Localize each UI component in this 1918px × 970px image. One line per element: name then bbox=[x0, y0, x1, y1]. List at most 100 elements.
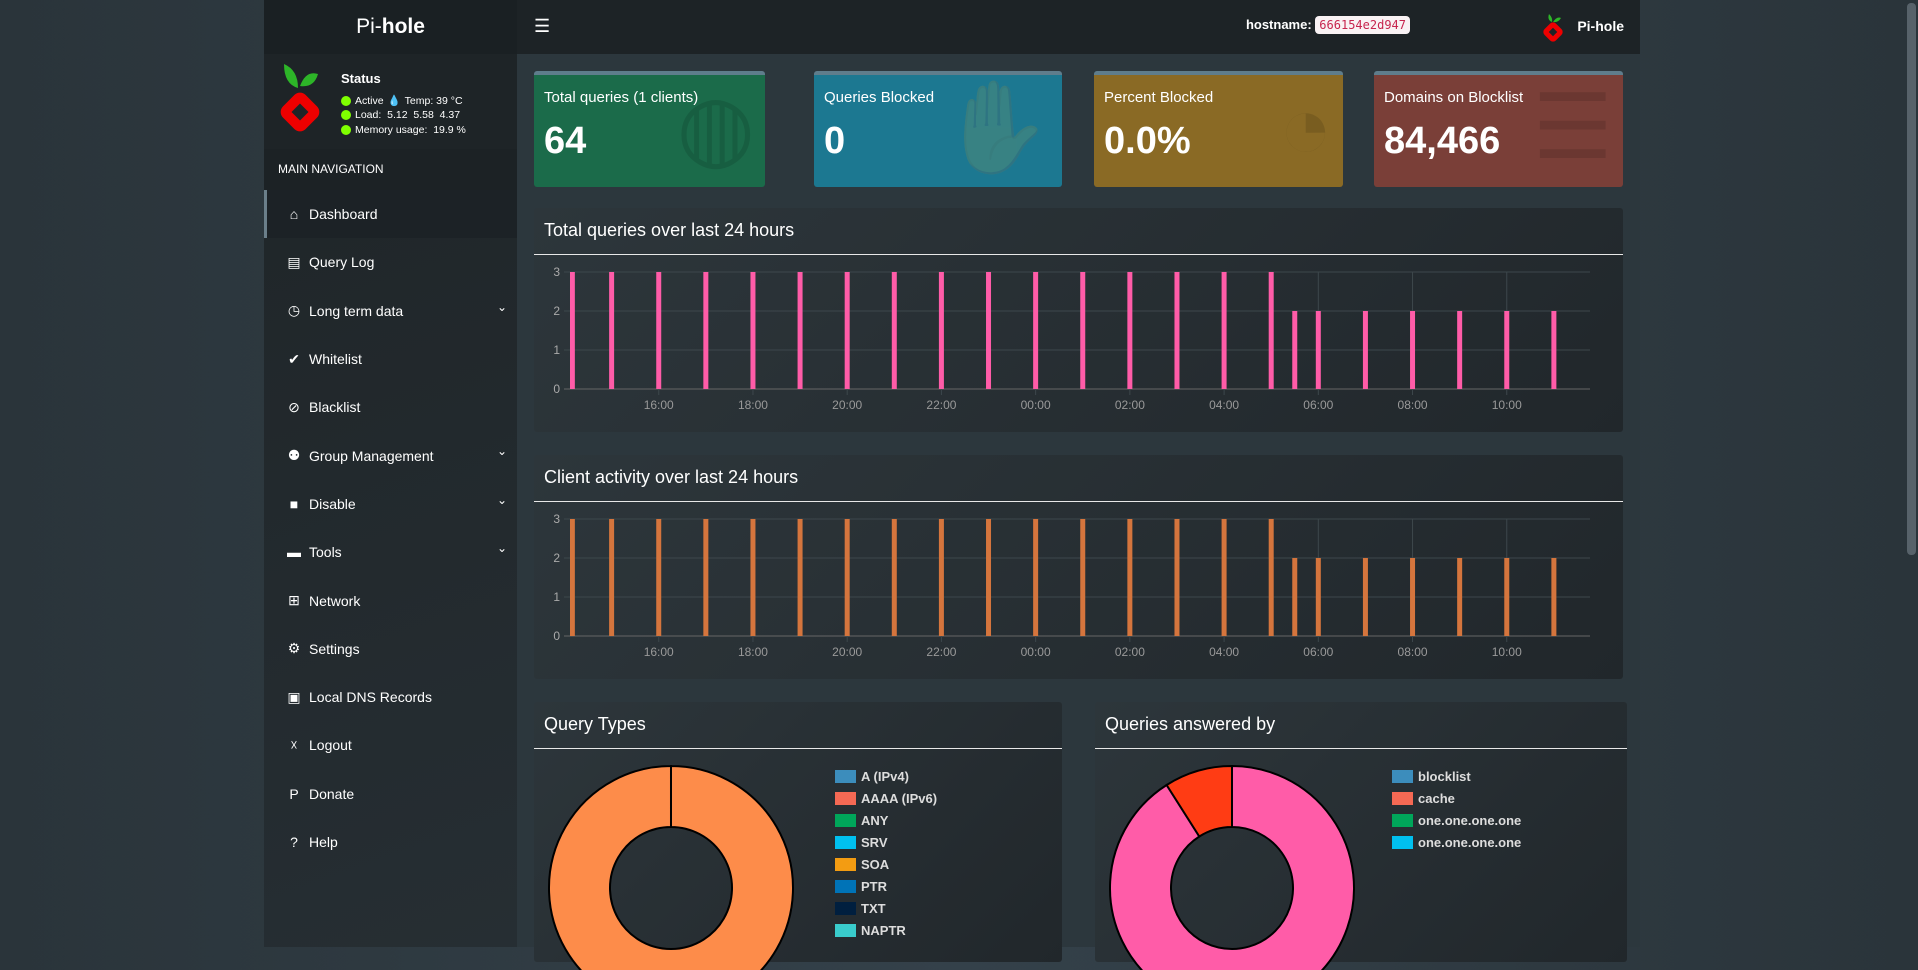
bar[interactable] bbox=[609, 519, 615, 636]
bar[interactable] bbox=[1362, 558, 1368, 636]
sidebar-item-label: Group Management bbox=[309, 447, 434, 464]
sidebar-item-help[interactable]: ? Help bbox=[264, 818, 517, 866]
bar[interactable] bbox=[1127, 272, 1133, 389]
donut-slice[interactable] bbox=[1109, 764, 1355, 970]
legend-item[interactable]: AAAA (IPv6) bbox=[835, 787, 937, 809]
status-dot-icon bbox=[341, 95, 351, 106]
sidebar-item-settings[interactable]: ⚙ Settings bbox=[264, 625, 517, 673]
bar[interactable] bbox=[703, 519, 709, 636]
stat-card[interactable]: ◍ Total queries (1 clients) 64 bbox=[534, 71, 765, 187]
sidebar-item-donate[interactable]: P Donate bbox=[264, 770, 517, 818]
chevron-down-icon[interactable]: ⌄ bbox=[496, 541, 507, 556]
donut-slice[interactable] bbox=[1165, 764, 1233, 838]
bar[interactable] bbox=[797, 519, 803, 636]
bar[interactable] bbox=[1362, 311, 1368, 389]
bar[interactable] bbox=[938, 272, 944, 389]
bar[interactable] bbox=[1504, 311, 1510, 389]
logo[interactable]: Pi-hole bbox=[264, 0, 517, 54]
bar[interactable] bbox=[891, 272, 897, 389]
bar[interactable] bbox=[1410, 311, 1416, 389]
sidebar-item-group-management[interactable]: ⚉ Group Management ⌄ bbox=[264, 431, 517, 479]
sidebar-item-query-log[interactable]: ▤ Query Log bbox=[264, 238, 517, 286]
bar[interactable] bbox=[844, 519, 850, 636]
bar[interactable] bbox=[1410, 558, 1416, 636]
stat-card[interactable]: ☰ Domains on Blocklist 84,466 bbox=[1374, 71, 1623, 187]
bar[interactable] bbox=[609, 272, 615, 389]
sidebar-item-blacklist[interactable]: ⊘ Blacklist bbox=[264, 383, 517, 431]
legend-swatch bbox=[835, 901, 856, 915]
sidebar-item-logout[interactable]: ☓ Logout bbox=[264, 721, 517, 769]
bar[interactable] bbox=[797, 272, 803, 389]
pihole-logo-icon[interactable] bbox=[1539, 12, 1567, 44]
total-queries-chart: 0 1 2 3 16:00 18:00 20:00 22:00 00:00 02:00 04:00 0… bbox=[553, 265, 1590, 412]
bar[interactable] bbox=[1457, 311, 1463, 389]
bar[interactable] bbox=[1292, 558, 1298, 636]
sidebar-item-network[interactable]: ⊞ Network bbox=[264, 576, 517, 624]
bar[interactable] bbox=[1221, 272, 1227, 389]
legend-item[interactable]: one.one.one.one bbox=[1392, 831, 1521, 853]
chevron-down-icon[interactable]: ⌄ bbox=[496, 492, 507, 507]
bar[interactable] bbox=[1457, 558, 1463, 636]
bar[interactable] bbox=[1127, 519, 1133, 636]
legend-item[interactable]: TXT bbox=[835, 897, 937, 919]
bar[interactable] bbox=[703, 272, 709, 389]
bar[interactable] bbox=[986, 519, 992, 636]
bar[interactable] bbox=[1268, 272, 1274, 389]
bar[interactable] bbox=[986, 272, 992, 389]
bar[interactable] bbox=[1551, 558, 1557, 636]
bar[interactable] bbox=[1080, 519, 1086, 636]
legend-item[interactable]: cache bbox=[1392, 787, 1521, 809]
bar[interactable] bbox=[1033, 272, 1039, 389]
bar[interactable] bbox=[570, 272, 575, 389]
bar[interactable] bbox=[1551, 311, 1557, 389]
legend-item[interactable]: one.one.one.one bbox=[1392, 809, 1521, 831]
network-icon: ⊞ bbox=[288, 592, 300, 609]
bar[interactable] bbox=[570, 519, 575, 636]
chevron-down-icon[interactable]: ⌄ bbox=[496, 444, 507, 459]
sidebar-item-disable[interactable]: ■ Disable ⌄ bbox=[264, 480, 517, 528]
bar[interactable] bbox=[1174, 519, 1180, 636]
sidebar-item-dashboard[interactable]: ⌂ Dashboard bbox=[264, 190, 517, 239]
legend-label: blocklist bbox=[1418, 768, 1471, 784]
sidebar-item-whitelist[interactable]: ✔ Whitelist bbox=[264, 335, 517, 383]
bar[interactable] bbox=[656, 519, 662, 636]
bar[interactable] bbox=[1292, 311, 1298, 389]
bar[interactable] bbox=[1080, 272, 1086, 389]
bar[interactable] bbox=[750, 272, 756, 389]
legend-item[interactable]: A (IPv4) bbox=[835, 765, 937, 787]
x-tick-label: 10:00 bbox=[1492, 398, 1522, 412]
bar[interactable] bbox=[656, 272, 662, 389]
legend-item[interactable]: ANY bbox=[835, 809, 937, 831]
legend-label: ANY bbox=[861, 812, 889, 828]
donut-slice[interactable] bbox=[547, 764, 794, 970]
total-queries-chart-box: Total queries over last 24 hours 0 1 2 3 16:… bbox=[534, 208, 1623, 432]
legend-item[interactable]: SOA bbox=[835, 853, 937, 875]
legend-item[interactable]: SRV bbox=[835, 831, 937, 853]
scrollbar[interactable] bbox=[1907, 3, 1916, 555]
sidebar-item-long-term-data[interactable]: ◷ Long term data ⌄ bbox=[264, 287, 517, 335]
x-tick-label: 00:00 bbox=[1021, 645, 1051, 659]
legend-label: SOA bbox=[861, 856, 890, 872]
bar[interactable] bbox=[1268, 519, 1274, 636]
legend-item[interactable]: NAPTR bbox=[835, 919, 937, 941]
sidebar-item-local-dns-records[interactable]: ▣ Local DNS Records bbox=[264, 673, 517, 721]
bar[interactable] bbox=[891, 519, 897, 636]
bar[interactable] bbox=[938, 519, 944, 636]
bar[interactable] bbox=[1504, 558, 1510, 636]
bar[interactable] bbox=[1315, 558, 1321, 636]
user-menu[interactable]: Pi-hole bbox=[1577, 18, 1624, 34]
stat-card[interactable]: ✋ Queries Blocked 0 bbox=[814, 71, 1062, 187]
bar[interactable] bbox=[1033, 519, 1039, 636]
legend-item[interactable]: PTR bbox=[835, 875, 937, 897]
sidebar-item-label: Blacklist bbox=[309, 399, 361, 416]
chevron-down-icon[interactable]: ⌄ bbox=[496, 299, 507, 314]
bar[interactable] bbox=[1315, 311, 1321, 389]
bar[interactable] bbox=[844, 272, 850, 389]
bar[interactable] bbox=[750, 519, 756, 636]
stat-card[interactable]: ◔ Percent Blocked 0.0% bbox=[1094, 71, 1343, 187]
sidebar-item-tools[interactable]: ▬ Tools ⌄ bbox=[264, 528, 517, 576]
bar[interactable] bbox=[1221, 519, 1227, 636]
legend-item[interactable]: blocklist bbox=[1392, 765, 1521, 787]
hamburger-icon[interactable]: ☰ bbox=[534, 16, 551, 36]
bar[interactable] bbox=[1174, 272, 1180, 389]
